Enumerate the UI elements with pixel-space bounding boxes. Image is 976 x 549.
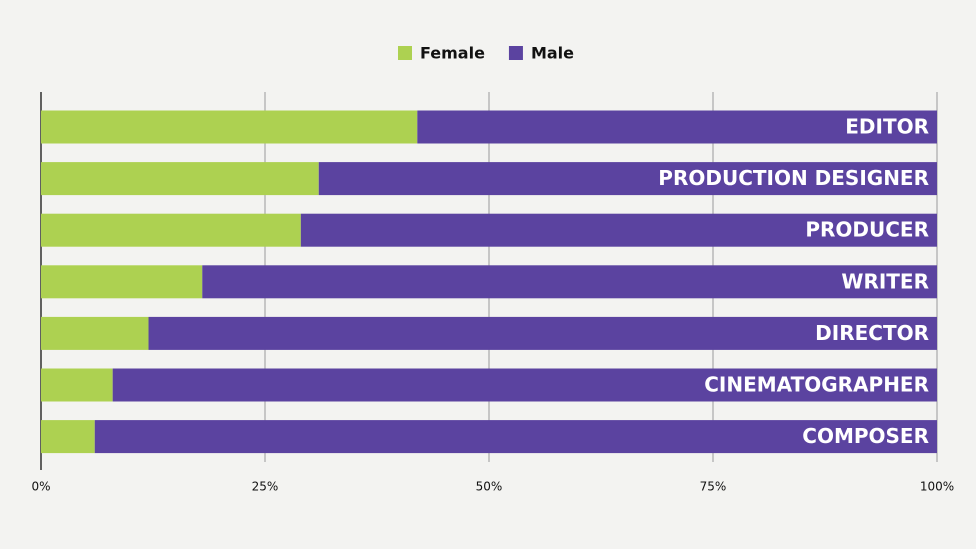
x-tick-label: 100% xyxy=(920,480,954,494)
bar-segment xyxy=(112,368,938,402)
bar-segment xyxy=(41,213,301,247)
bar-segment xyxy=(41,162,319,196)
bar-segment xyxy=(300,213,938,247)
bar-segment xyxy=(417,110,937,144)
labels: 0% 25% 50% 75% 100% EDITOR PRODUCTION DESIGNER… xyxy=(31,115,954,494)
x-tick-label: 0% xyxy=(31,480,50,494)
category-label: PRODUCTION DESIGNER xyxy=(658,166,929,190)
category-label: CINEMATOGRAPHER xyxy=(704,373,929,397)
x-tick-label: 50% xyxy=(476,480,503,494)
bar-segment xyxy=(41,420,95,454)
bar-segment xyxy=(318,162,937,196)
legend-swatch xyxy=(508,46,523,60)
bar-segment xyxy=(202,265,937,299)
bar-segment xyxy=(41,110,418,144)
bar-segment xyxy=(41,316,149,350)
bar-segment xyxy=(148,316,937,350)
bar-segment xyxy=(41,265,203,299)
legend-label: Female xyxy=(420,44,485,63)
legend-label: Male xyxy=(531,44,574,63)
x-tick-label: 25% xyxy=(252,480,279,494)
category-label: PRODUCER xyxy=(805,218,929,242)
x-tick-label: 75% xyxy=(700,480,727,494)
category-label: COMPOSER xyxy=(802,424,929,448)
bar-segment xyxy=(41,368,113,402)
bars xyxy=(41,110,938,454)
category-label: DIRECTOR xyxy=(815,321,929,345)
category-label: WRITER xyxy=(841,269,929,293)
category-label: EDITOR xyxy=(845,115,929,139)
bar-segment xyxy=(94,420,937,454)
legend: Female Male xyxy=(398,44,574,63)
legend-swatch xyxy=(398,46,412,60)
